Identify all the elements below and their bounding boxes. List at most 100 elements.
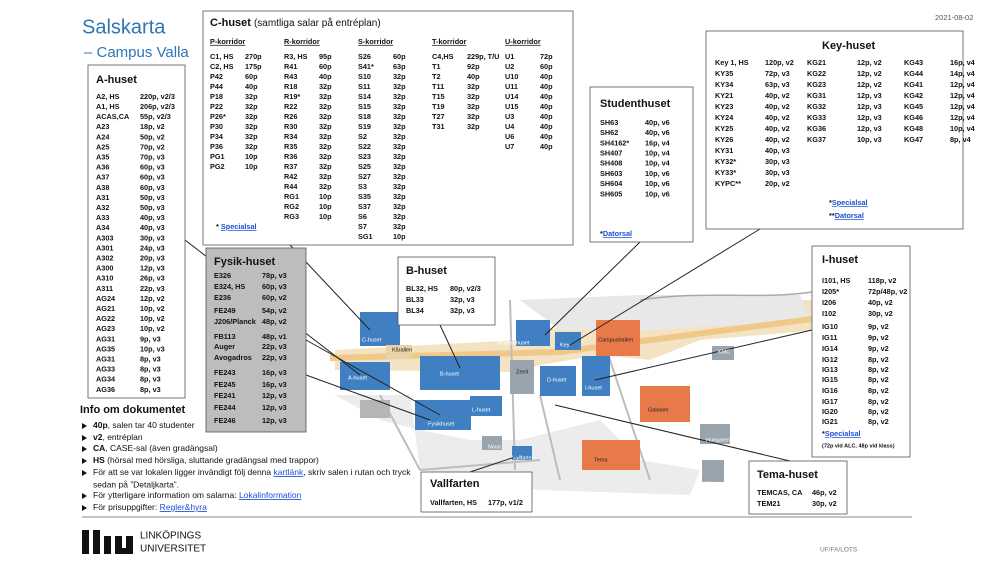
room-capacity: 60p xyxy=(393,52,406,61)
info-item: HS (hörsal med hörsliga, sluttande gradä… xyxy=(93,455,319,465)
room-name: I206 xyxy=(822,298,836,307)
room-box xyxy=(748,460,848,515)
room-name: R41 xyxy=(284,62,297,71)
room-name: P18 xyxy=(210,92,223,101)
room-capacity: 60p, v3 xyxy=(140,163,165,172)
room-capacity: 229p, T/U xyxy=(467,52,499,61)
house-title: C-huset (samtliga salar på entréplan) xyxy=(210,17,381,29)
room-capacity: 12p, v3 xyxy=(857,113,882,122)
room-capacity: 12p, v4 xyxy=(950,91,976,100)
info-link[interactable]: Lokalinformation xyxy=(239,490,302,500)
connector xyxy=(305,339,441,416)
building xyxy=(640,386,690,422)
room-name: S10 xyxy=(358,72,371,81)
room-name: IG16 xyxy=(822,386,838,395)
room-name: SH63 xyxy=(600,118,618,127)
room-name: Vallfarten, HS xyxy=(430,498,477,507)
map-label: Campushallen xyxy=(598,337,633,343)
room-name: KG44 xyxy=(904,69,924,78)
room-name: KG32 xyxy=(807,102,826,111)
info-text: För prisuppgifter: xyxy=(93,502,160,512)
house-title: Fysik-huset xyxy=(214,256,275,268)
room-name: A1, HS xyxy=(96,102,120,111)
bullet xyxy=(82,493,87,499)
room-capacity: 46p, v2 xyxy=(812,488,837,497)
note-link[interactable]: Specialsal xyxy=(832,198,868,207)
room-capacity: 60p, v3 xyxy=(262,282,287,291)
room-capacity: 10p, v6 xyxy=(645,169,670,178)
bullet xyxy=(82,435,87,441)
room-capacity: 8p, v2 xyxy=(868,386,889,395)
room-name: FE241 xyxy=(214,391,236,400)
room-capacity: 60p, v3 xyxy=(140,183,165,192)
map-label: Nova xyxy=(488,444,502,450)
map-label: Fysikhuset xyxy=(428,421,455,427)
connector xyxy=(594,329,813,381)
room-capacity: 12p, v3 xyxy=(262,391,287,400)
room-capacity: 55p, v2/3 xyxy=(140,112,171,121)
room-capacity: 40p, v2 xyxy=(765,124,790,133)
room-name: R18 xyxy=(284,82,297,91)
room-capacity: 14p, v4 xyxy=(950,69,976,78)
room-capacity: 12p, v2 xyxy=(140,294,165,303)
room-name: A2, HS xyxy=(96,92,120,101)
connector xyxy=(569,228,761,346)
room-capacity: 32p xyxy=(319,172,332,181)
map-label: Tema xyxy=(594,457,608,463)
info-link[interactable]: kartlänk xyxy=(274,467,305,477)
room-name: Key 1, HS xyxy=(715,58,749,67)
note-link[interactable]: Datorsal xyxy=(835,211,864,220)
building xyxy=(582,440,640,470)
room-capacity: 10p xyxy=(393,232,406,241)
info-item: För ytterligare information om salarna: … xyxy=(93,490,302,500)
building xyxy=(700,424,730,444)
room-name: SH605 xyxy=(600,189,622,198)
room-name: SG1 xyxy=(358,232,373,241)
room-name: I205* xyxy=(822,287,839,296)
room-name: R22 xyxy=(284,102,297,111)
house-title: Tema-huset xyxy=(757,469,818,481)
logo-text: LINKÖPINGS xyxy=(140,530,201,542)
room-capacity: 118p, v2 xyxy=(868,276,896,285)
room-capacity: 120p, v2 xyxy=(765,58,794,67)
room-capacity: 40p xyxy=(540,102,553,111)
room-capacity: 20p, v2 xyxy=(765,179,790,188)
room-name: AG22 xyxy=(96,314,115,323)
room-capacity: 10p, v2 xyxy=(140,304,165,313)
room-capacity: 40p xyxy=(540,122,553,131)
connector xyxy=(439,324,461,369)
room-box xyxy=(705,30,964,230)
room-capacity: 40p xyxy=(540,72,553,81)
room-name: KG31 xyxy=(807,91,826,100)
room-capacity: 32p xyxy=(319,142,332,151)
room-capacity: 40p xyxy=(540,82,553,91)
room-name: R37 xyxy=(284,162,297,171)
info-term: 40p xyxy=(93,420,108,430)
map-label: Key xyxy=(560,342,570,348)
map-label: A-huset xyxy=(348,375,367,381)
room-name: KG36 xyxy=(807,124,826,133)
room-capacity: 50p, v3 xyxy=(140,203,165,212)
note-link[interactable]: Specialsal xyxy=(221,222,257,231)
note-mark: * xyxy=(600,229,603,238)
room-capacity: 8p, v3 xyxy=(140,385,161,394)
room-capacity: 12p, v2 xyxy=(857,69,882,78)
room-name: R30 xyxy=(284,122,297,131)
note: *Datorsal xyxy=(600,229,632,238)
map-label: Studenthuset xyxy=(497,340,530,346)
room-name: RG3 xyxy=(284,212,299,221)
note-link[interactable]: Specialsal xyxy=(825,429,861,438)
room-name: KY35 xyxy=(715,69,733,78)
room-name: P34 xyxy=(210,132,224,141)
info-text: För ytterligare information om salarna: xyxy=(93,490,239,500)
note-link[interactable]: Datorsal xyxy=(603,229,632,238)
room-name: BL32, HS xyxy=(406,284,438,293)
room-capacity: 32p xyxy=(245,132,258,141)
room-capacity: 32p xyxy=(393,92,406,101)
room-capacity: 72p xyxy=(540,52,553,61)
room-name: SH4162* xyxy=(600,138,629,147)
room-name: SH407 xyxy=(600,149,622,158)
room-capacity: 30p, v3 xyxy=(140,233,165,242)
info-link[interactable]: Regler&hyra xyxy=(160,502,208,512)
room-name: KY24 xyxy=(715,113,734,122)
